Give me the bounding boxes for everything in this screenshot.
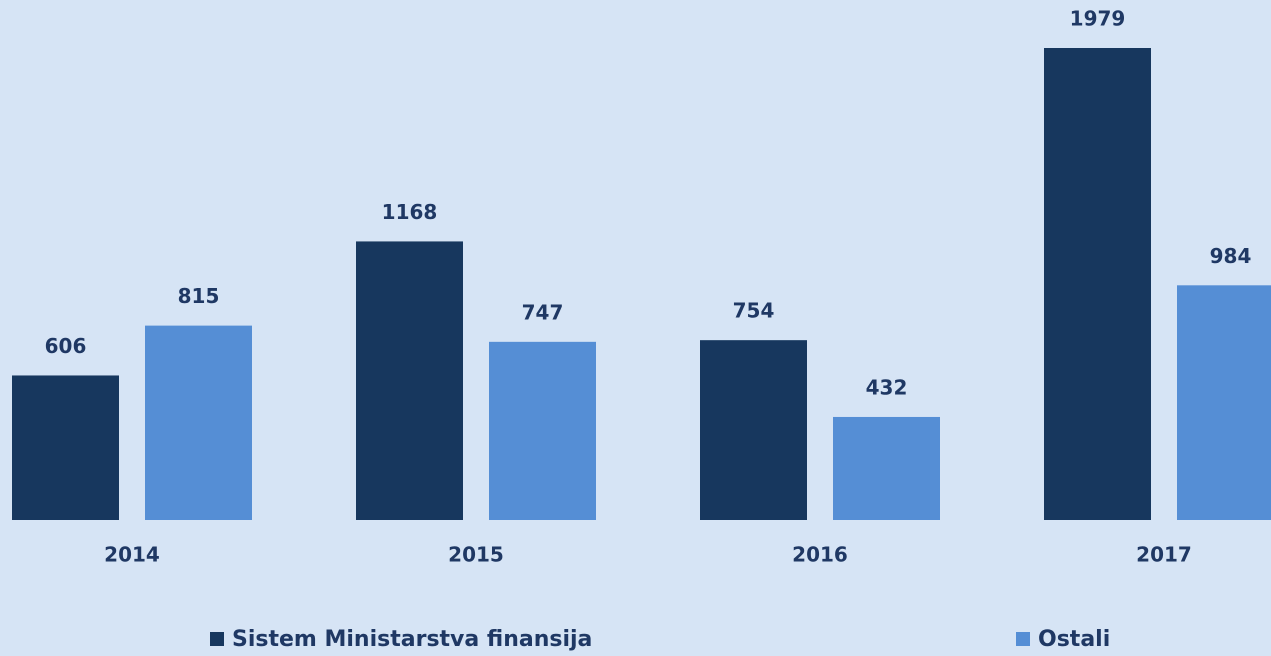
bar: [1177, 285, 1271, 520]
legend-swatch: [210, 632, 224, 646]
bar: [700, 340, 807, 520]
value-label: 1979: [1070, 7, 1126, 31]
bar: [489, 341, 596, 520]
value-label: 754: [733, 299, 775, 323]
x-tick-label: 2016: [792, 543, 848, 567]
value-label: 815: [178, 284, 220, 308]
value-label: 606: [45, 334, 87, 358]
bar: [145, 325, 252, 520]
value-label: 1168: [382, 200, 438, 224]
value-label: 747: [522, 300, 564, 324]
x-tick-label: 2017: [1136, 543, 1192, 567]
bar: [12, 375, 119, 520]
bar: [833, 416, 940, 520]
legend-label: Ostali: [1038, 627, 1110, 652]
legend-label: Sistem Ministarstva finansija: [232, 627, 592, 652]
legend-swatch: [1016, 632, 1030, 646]
bar: [356, 241, 463, 520]
value-label: 432: [866, 375, 908, 399]
x-tick-label: 2015: [448, 543, 504, 567]
value-label: 984: [1210, 244, 1252, 268]
bar: [1044, 48, 1151, 520]
x-tick-label: 2014: [104, 543, 160, 567]
